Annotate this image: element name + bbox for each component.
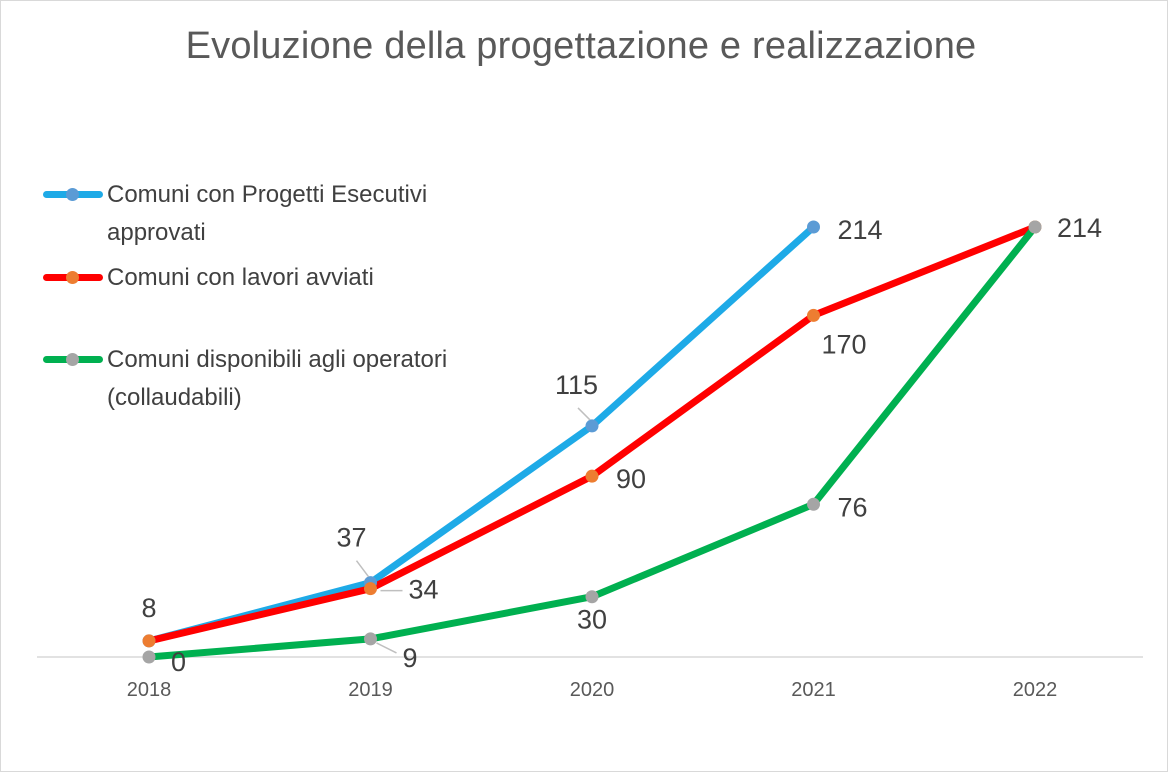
marker-progetti-2020 [585, 419, 599, 433]
data-label-collaudabili-2018: 0 [171, 647, 186, 677]
data-label-collaudabili-2021: 76 [838, 492, 868, 522]
marker-collaudabili-2018 [142, 650, 156, 664]
x-tick-label-2018: 2018 [127, 679, 172, 701]
legend-swatch-progetti [41, 188, 105, 202]
legend-item-collaudabili: Comuni disponibili agli operatori (colla… [41, 341, 501, 411]
marker-lavori-2020 [585, 469, 599, 483]
leader-line-progetti-2020 [577, 407, 591, 421]
data-label-progetti-2021: 214 [838, 215, 883, 245]
legend-swatch-lavori [41, 271, 105, 285]
legend-item-progetti: Comuni con Progetti Esecutivi approvati [41, 176, 501, 246]
data-label-collaudabili-2022: 214 [1057, 213, 1102, 243]
data-label-progetti-2020: 115 [555, 370, 598, 400]
legend-label-lavori: Comuni con lavori avviati [107, 264, 374, 291]
x-tick-label-2021: 2021 [791, 679, 836, 701]
marker-progetti-2021 [807, 220, 820, 234]
chart-title: Evoluzione della progettazione e realizz… [185, 25, 977, 67]
x-tick-label-2020: 2020 [570, 679, 615, 701]
legend-swatch-collaudabili [41, 353, 105, 367]
marker-lavori-2019 [364, 582, 377, 596]
marker-collaudabili-2019 [364, 632, 377, 646]
data-label-lavori-2018: 8 [141, 593, 156, 623]
marker-lavori-2021 [807, 308, 820, 322]
marker-lavori-2018 [142, 634, 156, 648]
legend-label-progetti: Comuni con Progetti Esecutivi approvati [107, 181, 428, 246]
marker-collaudabili-2020 [585, 590, 599, 604]
data-label-collaudabili-2020: 30 [577, 605, 607, 635]
marker-collaudabili-2021 [807, 497, 820, 511]
leader-line-progetti-2019 [355, 560, 370, 578]
data-label-collaudabili-2019: 9 [403, 643, 418, 673]
data-label-lavori-2020: 90 [616, 464, 646, 494]
marker-collaudabili-2022 [1028, 220, 1042, 234]
x-tick-label-2022: 2022 [1013, 679, 1058, 701]
data-label-lavori-2021: 170 [822, 329, 867, 359]
x-tick-label-2019: 2019 [348, 679, 393, 701]
data-label-lavori-2019: 34 [409, 575, 439, 605]
legend-item-lavori: Comuni con lavori avviati [41, 259, 501, 319]
leader-line-collaudabili-2019 [376, 642, 397, 654]
data-label-progetti-2019: 37 [336, 523, 366, 553]
legend-label-collaudabili: Comuni disponibili agli operatori (colla… [107, 346, 448, 411]
